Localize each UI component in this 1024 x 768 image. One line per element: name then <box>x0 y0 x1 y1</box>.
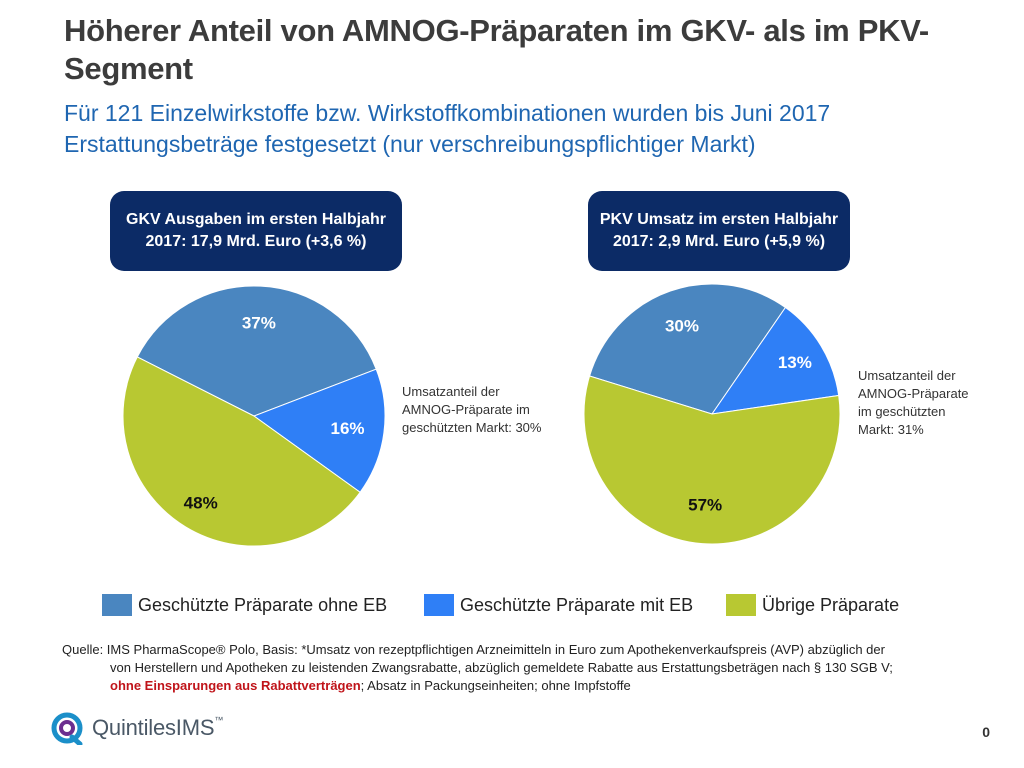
pkv-amnog-share-note: Umsatzanteil der AMNOG-Präparate im gesc… <box>858 368 969 437</box>
gkv-amnog-share-note: Umsatzanteil der AMNOG-Präparate im gesc… <box>402 384 542 435</box>
source-line-3-rest: ; Absatz in Packungseinheiten; ohne Impf… <box>360 678 631 693</box>
legend-swatch-other <box>726 594 756 616</box>
source-highlight: ohne Einsparungen aus Rabattverträgen <box>110 678 361 693</box>
gkv-slice-protected-no-eb <box>136 285 377 417</box>
pkv-label-protected-eb: 13% <box>778 353 812 372</box>
pkv-slice-protected-no-eb <box>588 283 787 415</box>
gkv-label-protected-no-eb: 37% <box>242 314 276 333</box>
gkv-label-other: 48% <box>184 493 218 512</box>
logo-trademark: ™ <box>214 715 224 725</box>
legend-label-protected-eb: Geschützte Präparate mit EB <box>460 594 694 615</box>
logo-text: QuintilesIMS™ <box>92 715 223 741</box>
gkv-slice-protected-eb <box>252 368 386 493</box>
page-title: Höherer Anteil von AMNOG-Präparaten im G… <box>64 13 929 86</box>
gkv-label-protected-eb: 16% <box>331 419 365 438</box>
legend-item-protected-no-eb: Geschützte Präparate ohne EB <box>102 594 387 616</box>
source-line-1: Quelle: IMS PharmaScope® Polo, Basis: *U… <box>62 642 885 657</box>
source-line-2: von Herstellern und Apotheken zu leisten… <box>110 660 893 675</box>
legend-label-protected-no-eb: Geschützte Präparate ohne EB <box>138 594 388 615</box>
chart-legend: Geschützte Präparate ohne EB Geschützte … <box>102 594 982 620</box>
page-subtitle: Für 121 Einzelwirkstoffe bzw. Wirkstoffk… <box>64 100 831 157</box>
pkv-chart-title-box: PKV Umsatz im ersten Halbjahr 2017: 2,9 … <box>588 191 850 271</box>
pkv-slice-protected-eb <box>710 306 840 415</box>
source-note: Quelle: IMS PharmaScope® Polo, Basis: *U… <box>62 641 982 695</box>
source-line-3: ohne Einsparungen aus Rabattverträgen; A… <box>62 677 982 695</box>
legend-item-protected-eb: Geschützte Präparate mit EB <box>424 594 693 616</box>
pkv-label-other: 57% <box>688 496 722 515</box>
legend-label-other: Übrige Präparate <box>762 594 900 615</box>
legend-item-other: Übrige Präparate <box>726 594 899 616</box>
pkv-slice-other <box>583 375 841 545</box>
page-number: 0 <box>982 724 990 740</box>
gkv-slice-other <box>122 356 361 547</box>
legend-swatch-protected-no-eb <box>102 594 132 616</box>
pie-charts: 37% 16% 48% 30% 13% 57% <box>122 283 841 547</box>
legend-swatch-protected-eb <box>424 594 454 616</box>
company-logo: QuintilesIMS™ <box>50 710 223 746</box>
gkv-chart-title-box: GKV Ausgaben im ersten Halbjahr 2017: 17… <box>110 191 402 271</box>
pkv-label-protected-no-eb: 30% <box>665 316 699 335</box>
quintilesims-logo-icon <box>51 712 83 745</box>
logo-wordmark: QuintilesIMS <box>92 715 215 740</box>
